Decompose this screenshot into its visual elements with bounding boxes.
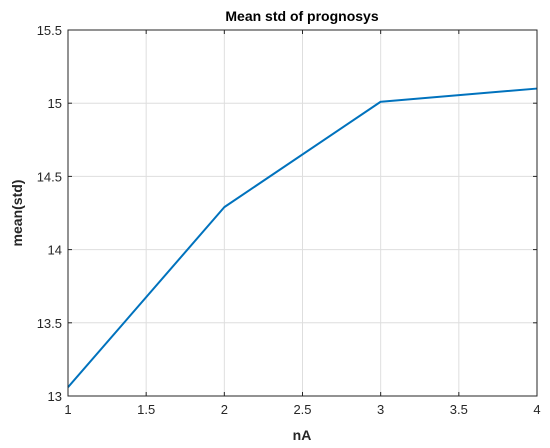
x-tick-label: 1 bbox=[64, 402, 71, 417]
x-tick-label: 2.5 bbox=[293, 402, 311, 417]
y-axis-label: mean(std) bbox=[9, 180, 25, 247]
x-axis-label: nA bbox=[293, 427, 312, 443]
x-tick-label: 3 bbox=[377, 402, 384, 417]
x-tick-label: 2 bbox=[221, 402, 228, 417]
chart-title: Mean std of prognosys bbox=[225, 8, 378, 24]
y-tick-label: 15.5 bbox=[37, 23, 62, 38]
x-tick-label: 4 bbox=[533, 402, 540, 417]
y-tick-label: 14 bbox=[48, 243, 62, 258]
x-tick-label: 1.5 bbox=[137, 402, 155, 417]
y-tick-label: 13 bbox=[48, 389, 62, 404]
series-line-0 bbox=[67, 87, 538, 388]
plot-area: 1 1.5 2 2.5 3 3.5 4 13 13.5 14 14.5 15 15.5 bbox=[37, 23, 541, 417]
y-tick-label: 15 bbox=[48, 96, 62, 111]
x-tick-label: 3.5 bbox=[450, 402, 468, 417]
y-tick-label: 13.5 bbox=[37, 316, 62, 331]
y-axis-ticks: 13 13.5 14 14.5 15 15.5 bbox=[37, 23, 537, 404]
y-tick-label: 14.5 bbox=[37, 169, 62, 184]
x-axis-ticks: 1 1.5 2 2.5 3 3.5 4 bbox=[64, 30, 541, 417]
